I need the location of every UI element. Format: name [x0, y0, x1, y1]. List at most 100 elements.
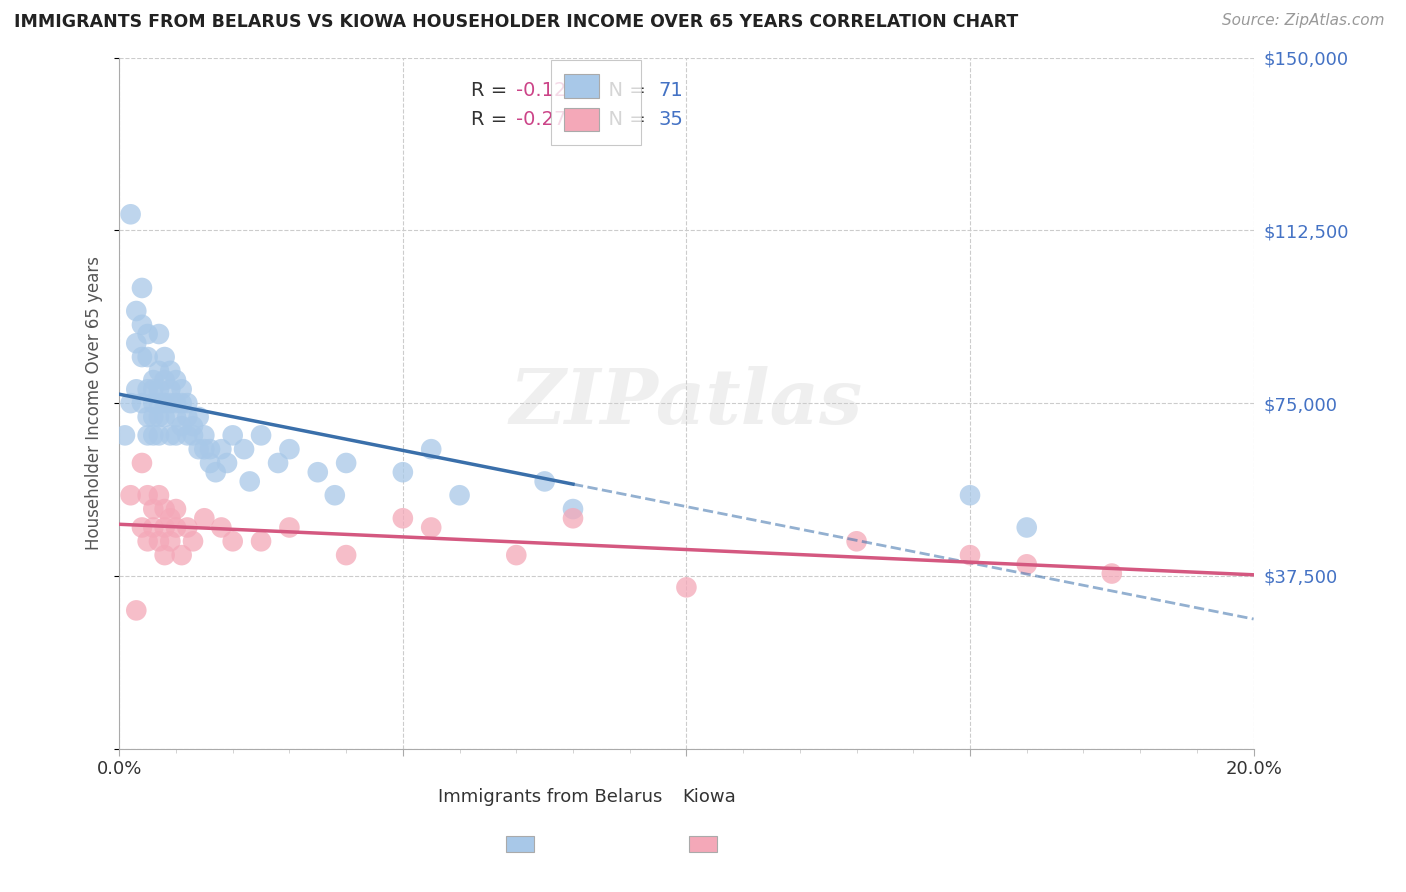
Point [153, 396, 176, 410]
Point [193, 442, 215, 457]
Point [165, 409, 187, 424]
Point [176, 428, 198, 442]
Point [233, 442, 256, 457]
Point [142, 428, 165, 442]
Text: IMMIGRANTS FROM BELARUS VS KIOWA HOUSEHOLDER INCOME OVER 65 YEARS CORRELATION CH: IMMIGRANTS FROM BELARUS VS KIOWA HOUSEHO… [14, 13, 1018, 31]
Point [159, 534, 181, 549]
Point [153, 548, 176, 562]
Point [120, 207, 142, 221]
Point [392, 465, 415, 479]
Point [131, 318, 153, 332]
Point [420, 442, 443, 457]
Point [1015, 558, 1038, 572]
Point [142, 409, 165, 424]
Text: -0.272: -0.272 [516, 111, 579, 129]
Text: N =: N = [596, 111, 652, 129]
Point [239, 475, 262, 489]
Point [165, 428, 187, 442]
Point [136, 409, 159, 424]
Point [187, 442, 209, 457]
Point [165, 520, 187, 534]
Y-axis label: Householder Income Over 65 years: Householder Income Over 65 years [86, 256, 103, 550]
Point [148, 364, 170, 378]
Point [114, 428, 136, 442]
Point [131, 350, 153, 364]
Point [148, 326, 170, 341]
Point [142, 396, 165, 410]
Point [148, 534, 170, 549]
Point [209, 442, 232, 457]
Point [159, 396, 181, 410]
Point [170, 419, 193, 434]
Point [153, 502, 176, 516]
Point [505, 548, 527, 562]
Point [204, 465, 226, 479]
Text: N =: N = [596, 80, 652, 100]
Point [278, 442, 301, 457]
Point [170, 548, 193, 562]
Point [250, 534, 273, 549]
Point [675, 580, 697, 594]
Point [193, 428, 215, 442]
Point [181, 428, 204, 442]
Point [131, 281, 153, 295]
Point [142, 373, 165, 387]
Point [307, 465, 329, 479]
Point [1015, 520, 1038, 534]
Point [267, 456, 290, 470]
Point [131, 396, 153, 410]
Point [159, 364, 181, 378]
Point [131, 456, 153, 470]
Point [187, 409, 209, 424]
Point [845, 534, 868, 549]
Legend:   ,   : , [551, 61, 641, 145]
Point [153, 409, 176, 424]
Point [198, 442, 221, 457]
Point [335, 456, 357, 470]
Point [959, 488, 981, 502]
Point [136, 428, 159, 442]
Point [136, 350, 159, 364]
Point [142, 382, 165, 396]
Text: 35: 35 [658, 111, 683, 129]
Point [335, 548, 357, 562]
Point [136, 326, 159, 341]
Text: Source: ZipAtlas.com: Source: ZipAtlas.com [1222, 13, 1385, 29]
Point [562, 511, 585, 525]
Text: Immigrants from Belarus: Immigrants from Belarus [439, 788, 662, 806]
Point [209, 520, 232, 534]
Text: ZIPatlas: ZIPatlas [510, 366, 863, 440]
Point [120, 488, 142, 502]
Point [125, 382, 148, 396]
Point [323, 488, 346, 502]
Text: R =: R = [471, 111, 513, 129]
Point [136, 488, 159, 502]
Point [120, 396, 142, 410]
Text: R =: R = [471, 80, 513, 100]
Point [131, 520, 153, 534]
Point [198, 456, 221, 470]
Point [136, 382, 159, 396]
Point [533, 475, 555, 489]
Point [148, 382, 170, 396]
Point [449, 488, 471, 502]
Point [181, 419, 204, 434]
Point [125, 336, 148, 351]
Point [170, 396, 193, 410]
Point [153, 350, 176, 364]
Point [159, 428, 181, 442]
Point [278, 520, 301, 534]
Point [159, 511, 181, 525]
Point [153, 373, 176, 387]
Point [176, 396, 198, 410]
Point [420, 520, 443, 534]
Point [148, 488, 170, 502]
Point [125, 603, 148, 617]
Point [165, 396, 187, 410]
Point [148, 409, 170, 424]
Point [392, 511, 415, 525]
Point [153, 520, 176, 534]
Point [222, 534, 245, 549]
Point [148, 428, 170, 442]
Point [959, 548, 981, 562]
